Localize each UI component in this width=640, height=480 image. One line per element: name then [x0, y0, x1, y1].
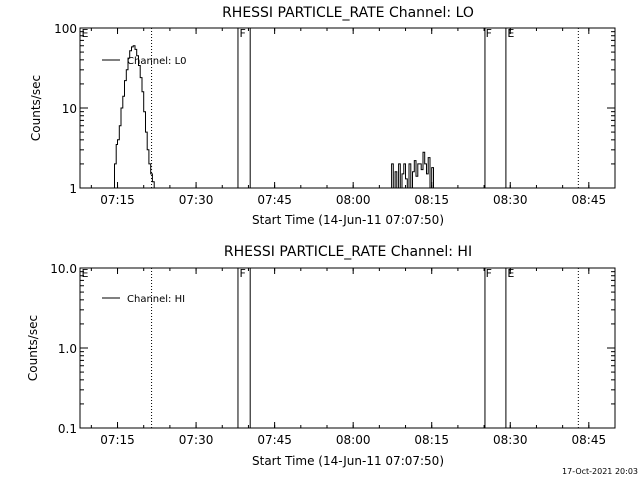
- flag-label: F: [486, 27, 492, 40]
- y-tick-label: 10: [62, 102, 77, 116]
- x-tick-label: 07:15: [100, 193, 135, 207]
- y-tick-label: 1: [69, 182, 77, 196]
- x-tick-label: 07:15: [100, 433, 135, 447]
- x-tick-label: 08:30: [493, 193, 528, 207]
- x-tick-label: 08:00: [336, 433, 371, 447]
- y-tick-label: 0.1: [58, 422, 77, 436]
- x-axis-label: Start Time (14-Jun-11 07:07:50): [252, 454, 444, 468]
- x-tick-label: 07:45: [257, 193, 292, 207]
- flag-label: F: [239, 27, 245, 40]
- series-line-0: [112, 45, 160, 189]
- flag-label: F: [486, 267, 492, 280]
- x-axis-label: Start Time (14-Jun-11 07:07:50): [252, 213, 444, 227]
- chart-title: RHESSI PARTICLE_RATE Channel: LO: [222, 5, 474, 21]
- hi-channel-panel: RHESSI PARTICLE_RATE Channel: HI Start T…: [26, 244, 616, 468]
- y-tick-label: 10.0: [50, 262, 77, 276]
- flag-label: E: [81, 267, 88, 280]
- y-tick-label: 1.0: [58, 342, 77, 356]
- flag-label: E: [507, 267, 514, 280]
- flag-label: F: [239, 267, 245, 280]
- x-tick-label: 08:45: [572, 433, 607, 447]
- x-tick-label: 08:00: [336, 193, 371, 207]
- x-tick-label: 07:30: [179, 193, 214, 207]
- x-tick-label: 07:45: [257, 433, 292, 447]
- x-tick-label: 08:30: [493, 433, 528, 447]
- chart-title: RHESSI PARTICLE_RATE Channel: HI: [224, 244, 472, 260]
- legend-entry: Channel: L0: [127, 56, 187, 67]
- legend-entry: Channel: HI: [127, 294, 185, 305]
- x-tick-label: 08:15: [414, 433, 449, 447]
- flag-label: E: [507, 27, 514, 40]
- footer-timestamp: 17-Oct-2021 20:03: [562, 467, 638, 476]
- x-ticks: 07:15 07:30 07:45 08:00 08:15 08:30 08:45: [90, 28, 616, 207]
- y-ticks: 0.1 1.0 10.0: [50, 262, 615, 436]
- y-tick-label: 100: [54, 22, 77, 36]
- flag-label: E: [81, 27, 88, 40]
- y-ticks: 1 10 100: [54, 22, 615, 196]
- x-tick-label: 07:30: [179, 433, 214, 447]
- lo-channel-panel: RHESSI PARTICLE_RATE Channel: LO Start T…: [29, 5, 616, 227]
- x-tick-label: 08:45: [572, 193, 607, 207]
- series-line-1: [389, 151, 437, 189]
- plot-frame: [79, 267, 616, 429]
- y-axis-label: Counts/sec: [26, 315, 40, 381]
- x-ticks: 07:15 07:30 07:45 08:00 08:15 08:30 08:45: [90, 268, 616, 447]
- y-axis-label: Counts/sec: [29, 75, 43, 141]
- plot-frame: [79, 27, 616, 189]
- series-group: [112, 45, 437, 189]
- x-tick-label: 08:15: [414, 193, 449, 207]
